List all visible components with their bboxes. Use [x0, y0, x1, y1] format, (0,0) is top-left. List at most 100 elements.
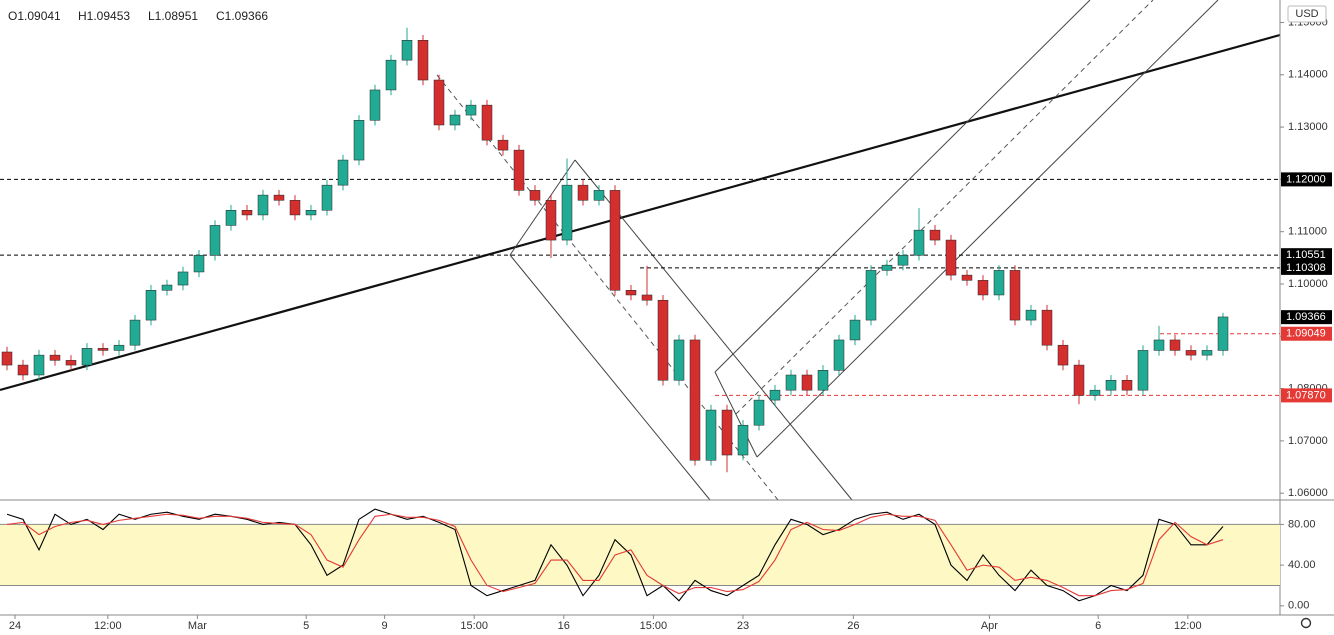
x-tick-label: 12:00: [1174, 620, 1202, 632]
candle-body: [241, 210, 253, 216]
x-tick-label: 15:00: [640, 620, 668, 632]
candle-body: [513, 149, 525, 191]
channel-line: [714, 0, 1091, 373]
level-tag-label: 1.09049: [1286, 328, 1326, 340]
candle-body: [305, 210, 317, 216]
level-tag: [1281, 260, 1332, 275]
candle-body: [449, 114, 461, 126]
candle-body: [1009, 270, 1021, 321]
candle-body: [433, 79, 445, 126]
candle-body: [33, 354, 45, 376]
currency: USD: [1295, 8, 1318, 20]
y-tick-label: 1.14000: [1288, 69, 1328, 81]
channel-edge: [714, 371, 758, 458]
x-tick-label: 9: [382, 620, 388, 632]
candle-body: [641, 294, 653, 301]
candle-body: [1121, 379, 1133, 391]
stoch-band: [0, 524, 1280, 586]
candle-body: [1201, 350, 1213, 356]
candle-body: [1, 351, 13, 366]
channel-median: [436, 74, 779, 501]
candle-body: [129, 319, 141, 346]
candle-body: [529, 190, 541, 201]
candle-body: [737, 424, 749, 456]
x-tick-label: 26: [847, 620, 859, 632]
candle-body: [497, 139, 509, 151]
candle-body: [209, 225, 221, 256]
candle-body: [353, 120, 365, 161]
candle-body: [193, 254, 205, 273]
channel-line: [509, 254, 711, 501]
candle-body: [113, 344, 125, 351]
candle-body: [817, 370, 829, 391]
candle-body: [1057, 344, 1069, 366]
candle-body: [1041, 309, 1053, 346]
stoch-line: [6, 508, 1224, 602]
y-tick-label: 0.00: [1288, 600, 1309, 612]
candle-body: [945, 239, 957, 276]
y-tick-label: 40.00: [1288, 559, 1316, 571]
candle-body: [721, 409, 733, 456]
x-tick-label: Mar: [188, 620, 207, 632]
candle-body: [561, 184, 573, 241]
candle-body: [257, 194, 269, 216]
x-tick-label: 23: [737, 620, 749, 632]
candle-body: [17, 364, 29, 376]
channel-median: [735, 0, 1154, 415]
x-tick-label: 16: [558, 620, 570, 632]
candle-body: [785, 374, 797, 391]
y-tick-label: 1.06000: [1288, 487, 1328, 499]
level-tag: [1281, 172, 1332, 187]
candle-body: [81, 348, 93, 366]
drawings: [0, 0, 1281, 501]
candle-body: [545, 200, 557, 241]
candle-body: [1217, 316, 1229, 351]
candle-body: [97, 348, 109, 351]
candle-body: [465, 104, 477, 116]
candle-body: [145, 290, 157, 321]
level-tag-label: 1.09366: [1286, 311, 1326, 323]
candle-body: [161, 284, 173, 291]
x-tick-label: 5: [303, 620, 309, 632]
level-tag: [1281, 310, 1332, 325]
candle-body: [801, 374, 813, 391]
channel-edge: [509, 159, 576, 256]
candle-body: [593, 190, 605, 201]
level-tag-label: 1.07870: [1286, 389, 1326, 401]
x-tick-label: 15:00: [460, 620, 488, 632]
candle-body: [881, 264, 893, 271]
level-tag-label: 1.12000: [1286, 173, 1326, 185]
candle-body: [657, 299, 669, 381]
candle-body: [65, 360, 77, 366]
currency-box: [1287, 5, 1327, 23]
level-tag-label: 1.10308: [1286, 262, 1326, 274]
candle-body: [673, 339, 685, 381]
candle-body: [481, 104, 493, 141]
candle-body: [897, 254, 909, 266]
channel-line: [574, 159, 853, 501]
stoch-line: [6, 513, 1224, 597]
x-tick-label: 24: [9, 620, 21, 632]
y-tick-label: 1.07000: [1288, 435, 1328, 447]
candle-body: [1153, 339, 1165, 351]
y-tick-label: 1.10000: [1288, 278, 1328, 290]
candle-body: [49, 354, 61, 361]
candle-body: [369, 89, 381, 121]
candle-body: [273, 194, 285, 201]
candle-body: [1089, 389, 1101, 396]
ohlc-close: C1.09366: [216, 9, 268, 23]
level-tag: [1281, 248, 1332, 263]
settings-icon[interactable]: [1300, 617, 1312, 629]
level-tag-label: 1.10551: [1286, 249, 1326, 261]
candle-body: [1073, 364, 1085, 396]
candle-body: [289, 200, 301, 216]
candle-body: [1137, 350, 1149, 391]
level-tag: [1281, 388, 1332, 403]
candle-body: [1025, 309, 1037, 321]
candle-body: [769, 389, 781, 401]
x-tick-label: 6: [1095, 620, 1101, 632]
candle-body: [1105, 379, 1117, 391]
candle-body: [177, 271, 189, 286]
candle-body: [753, 399, 765, 426]
